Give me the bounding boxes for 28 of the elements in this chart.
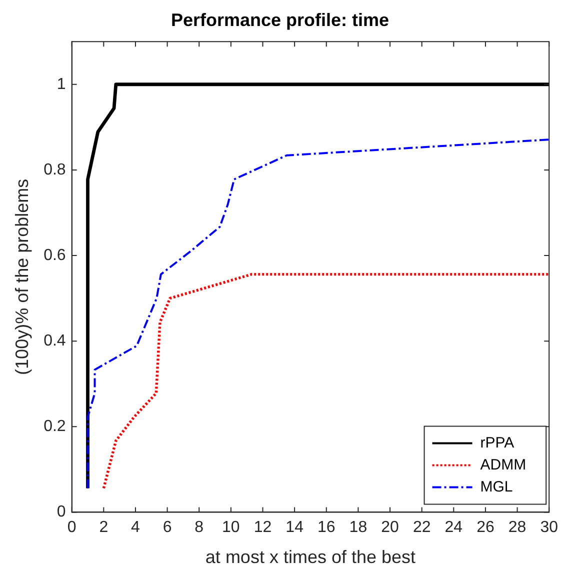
x-axis-title: at most x times of the best [205,547,416,568]
x-tick-label: 10 [222,519,240,536]
legend-label: ADMM [480,456,526,474]
x-tick-label: 14 [286,519,304,536]
y-tick-label: 0.6 [44,246,66,264]
x-tick-label: 2 [99,519,108,536]
legend-label: rPPA [480,434,514,452]
x-tick-label: 26 [476,519,494,536]
x-tick-label: 12 [254,519,272,536]
x-tick-label: 22 [412,519,431,536]
y-tick-label: 0.2 [44,418,66,436]
x-tick-label: 28 [508,519,526,536]
legend-label: MGL [480,478,513,496]
y-tick-label: 0 [56,504,66,521]
x-tick-label: 6 [162,519,172,536]
x-tick-label: 24 [444,519,463,536]
y-tick-label: 0.4 [44,332,66,350]
y-tick-label: 0.8 [44,161,66,178]
x-tick-label: 4 [131,519,140,536]
x-tick-label: 18 [349,519,368,536]
line-series [102,272,550,490]
x-tick-label: 20 [381,519,400,536]
y-tick-label: 1 [56,76,66,93]
x-tick-label: 30 [540,519,558,536]
x-tick-label: 8 [194,519,204,536]
y-axis-title: (100y)% of the problems [12,178,32,375]
x-tick-label: 16 [317,519,336,536]
chart-title: Performance profile: time [170,10,390,30]
